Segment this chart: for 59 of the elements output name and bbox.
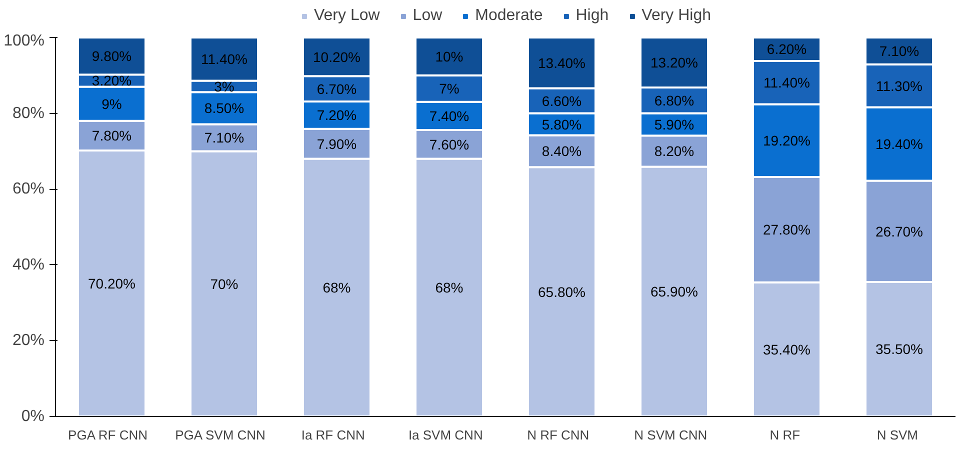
data-label: 9.80% bbox=[92, 48, 132, 64]
data-label: 11.40% bbox=[764, 74, 810, 91]
data-label: 6.20% bbox=[766, 41, 807, 58]
x-tick-label: N SVM CNN bbox=[634, 428, 708, 442]
data-label: 11.30% bbox=[876, 78, 922, 94]
x-tick-label: Ia RF CNN bbox=[301, 428, 365, 442]
data-label: 6.80% bbox=[654, 92, 694, 108]
data-label: 7.20% bbox=[316, 107, 357, 124]
x-tick-label: N SVM bbox=[876, 428, 918, 442]
data-label: 5.80% bbox=[542, 116, 582, 132]
legend-label: High bbox=[576, 7, 609, 25]
data-label: 7.60% bbox=[429, 136, 470, 152]
data-label: 7.80% bbox=[92, 128, 132, 144]
data-label: 11.40% bbox=[201, 51, 248, 68]
data-label: 7.10% bbox=[204, 130, 244, 146]
data-label: 68% bbox=[435, 280, 464, 296]
data-label: 7.90% bbox=[316, 136, 357, 152]
legend-label: Very Low bbox=[314, 7, 380, 25]
data-label: 19.20% bbox=[763, 132, 810, 149]
data-label: 35.40% bbox=[763, 341, 810, 358]
data-label: 7.40% bbox=[429, 108, 470, 124]
data-label: 7.10% bbox=[879, 42, 920, 59]
data-label: 70% bbox=[210, 276, 238, 292]
data-label: 3.20% bbox=[92, 72, 132, 89]
y-tick-label: 100% bbox=[4, 32, 44, 50]
data-label: 8.40% bbox=[542, 143, 582, 160]
data-label: 3% bbox=[214, 78, 234, 94]
data-label: 10% bbox=[435, 48, 464, 64]
data-label: 9% bbox=[102, 96, 122, 112]
data-label: 8.20% bbox=[654, 143, 694, 160]
data-label: 6.60% bbox=[542, 92, 582, 109]
x-tick-label: PGA RF CNN bbox=[68, 428, 148, 442]
data-label: 68% bbox=[322, 280, 351, 296]
data-label: 35.50% bbox=[876, 341, 923, 358]
data-label: 13.20% bbox=[650, 54, 698, 71]
y-tick-label: 0% bbox=[21, 408, 44, 425]
legend-label: Very High bbox=[642, 7, 712, 25]
x-tick-label: PGA SVM CNN bbox=[175, 428, 266, 442]
data-label: 65.90% bbox=[650, 284, 698, 300]
legend-label: Low bbox=[412, 7, 442, 25]
data-label: 26.70% bbox=[876, 223, 923, 240]
legend-label: Moderate bbox=[475, 7, 543, 25]
y-tick-label: 60% bbox=[12, 180, 45, 198]
x-tick-label: N RF CNN bbox=[527, 428, 590, 442]
data-label: 13.40% bbox=[538, 54, 586, 71]
data-label: 70.20% bbox=[88, 275, 136, 292]
data-label: 6.70% bbox=[316, 80, 357, 97]
x-tick-label: Ia SVM CNN bbox=[408, 428, 483, 442]
data-label: 5.90% bbox=[654, 116, 694, 132]
data-label: 7% bbox=[439, 80, 460, 97]
data-label: 19.40% bbox=[876, 136, 923, 152]
y-tick-label: 20% bbox=[12, 332, 45, 350]
data-label: 65.80% bbox=[538, 284, 586, 300]
data-label: 27.80% bbox=[763, 222, 810, 238]
data-label: 8.50% bbox=[204, 100, 244, 116]
y-tick-label: 40% bbox=[12, 256, 45, 274]
x-tick-label: N RF bbox=[770, 428, 800, 442]
y-tick-label: 80% bbox=[12, 104, 45, 122]
data-label: 10.20% bbox=[313, 48, 360, 65]
